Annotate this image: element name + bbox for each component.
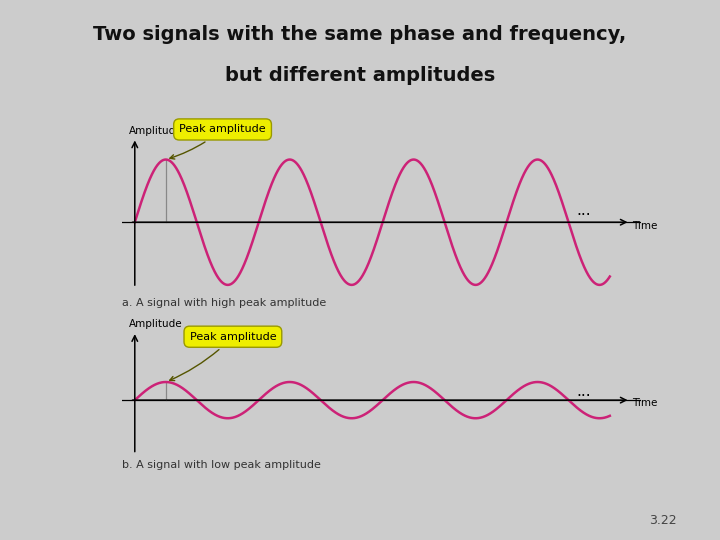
Text: a. A signal with high peak amplitude: a. A signal with high peak amplitude (122, 298, 327, 308)
Text: Peak amplitude: Peak amplitude (170, 332, 276, 381)
Text: Two signals with the same phase and frequency,: Two signals with the same phase and freq… (94, 24, 626, 44)
Text: ...: ... (577, 383, 591, 399)
Text: ...: ... (577, 204, 591, 219)
Text: but different amplitudes: but different amplitudes (225, 66, 495, 85)
Text: Amplitude: Amplitude (129, 319, 182, 328)
Text: Time: Time (633, 398, 658, 408)
Text: Peak amplitude: Peak amplitude (170, 124, 266, 159)
Text: Time: Time (633, 221, 658, 231)
Text: b. A signal with low peak amplitude: b. A signal with low peak amplitude (122, 460, 321, 470)
Text: Amplitude: Amplitude (129, 126, 182, 136)
Text: 3.22: 3.22 (649, 514, 677, 526)
